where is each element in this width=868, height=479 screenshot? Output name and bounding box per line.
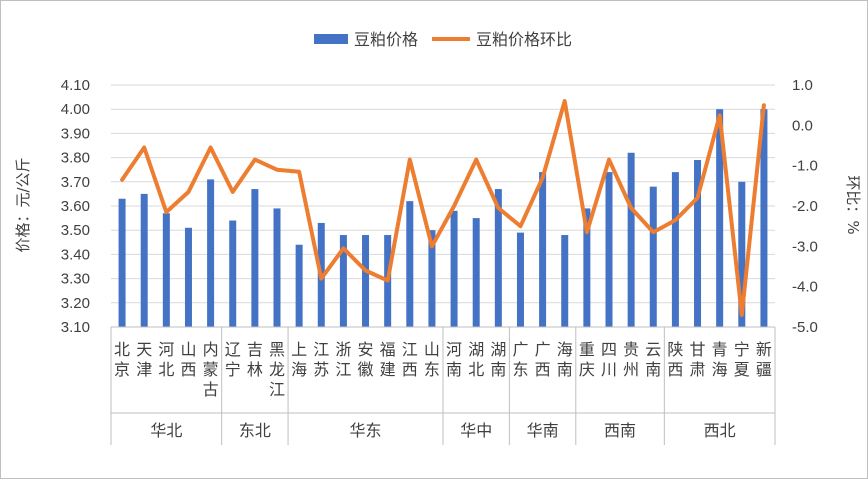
region-label: 东北 [239, 421, 271, 440]
bar-山东 [428, 230, 436, 327]
y-left-tick-label: 3.90 [61, 125, 90, 142]
bar-重庆 [583, 208, 591, 327]
category-label: 四川 [601, 340, 617, 379]
region-label: 华北 [150, 421, 182, 440]
bar-陕西 [671, 172, 679, 327]
bar-宁夏 [738, 181, 746, 327]
bar-安徽 [362, 235, 370, 327]
y-right-axis-title: 环比：% [844, 175, 862, 234]
bar-甘肃 [694, 160, 702, 327]
y-right-tick-label: -2.0 [792, 198, 818, 215]
y-left-tick-label: 3.20 [61, 295, 90, 312]
x-axis: 北京天津河北山西内蒙古辽宁吉林黑龙江上海江苏浙江安徽福建江西山东河南湖北湖南广东… [110, 326, 776, 445]
y-left-tick-label: 3.70 [61, 174, 90, 191]
category-label: 广东 [512, 340, 528, 379]
y-left-tick-label: 4.10 [61, 77, 90, 94]
category-label: 青海 [712, 340, 728, 379]
category-label: 陕西 [667, 340, 683, 379]
category-label: 河北 [158, 340, 174, 379]
bar-青海 [716, 109, 724, 327]
bar-内蒙古 [207, 179, 215, 327]
category-label: 湖北 [468, 340, 484, 379]
category-label: 湖南 [490, 340, 506, 379]
category-label: 山西 [180, 340, 196, 379]
y-left-tick-label: 3.50 [61, 222, 90, 239]
bar-湖北 [472, 218, 480, 327]
y-right-tick-label: 1.0 [792, 77, 813, 94]
bar-江西 [406, 201, 414, 327]
category-label: 黑龙江 [269, 340, 285, 399]
bar-新疆 [760, 109, 768, 327]
region-label: 华东 [350, 421, 382, 440]
legend-line-label: 豆粕价格环比 [476, 30, 572, 49]
bar-吉林 [251, 189, 259, 327]
y-left-tick-label: 3.10 [61, 319, 90, 336]
region-label: 西南 [604, 421, 636, 440]
legend: 豆粕价格 豆粕价格环比 [314, 30, 572, 49]
category-label: 福建 [380, 340, 396, 379]
line-series [120, 99, 766, 317]
y-right-tick-label: 0.0 [792, 117, 813, 134]
y-right-ticks: 1.0 0.0 -1.0 -2.0 -3.0 -4.0 -5.0 [792, 77, 818, 336]
bar-山西 [184, 227, 192, 327]
bar-贵州 [627, 152, 635, 327]
category-label: 内蒙古 [203, 340, 219, 399]
y-right-tick-label: -5.0 [792, 319, 818, 336]
y-left-tick-label: 3.80 [61, 150, 90, 167]
y-left-tick-label: 4.00 [61, 101, 90, 118]
category-label: 江苏 [313, 340, 329, 379]
bar-广西 [539, 172, 547, 327]
category-label: 甘肃 [690, 340, 706, 379]
y-left-axis-title: 价格：元/公斤 [14, 157, 32, 252]
y-left-tick-label: 3.60 [61, 198, 90, 215]
bar-series [118, 109, 768, 327]
y-right-tick-label: -3.0 [792, 238, 818, 255]
y-right-tick-label: -1.0 [792, 158, 818, 175]
category-label: 上海 [291, 340, 307, 379]
bar-北京 [118, 198, 126, 327]
bar-天津 [140, 193, 148, 327]
category-label: 吉林 [247, 340, 263, 379]
bar-湖南 [494, 189, 502, 327]
category-label: 北京 [114, 340, 130, 379]
category-label: 贵州 [623, 340, 639, 379]
bar-河北 [162, 213, 170, 327]
category-label: 宁夏 [734, 340, 750, 379]
category-label: 山东 [424, 340, 440, 379]
bar-上海 [295, 244, 303, 327]
y-left-tick-label: 3.30 [61, 271, 90, 288]
bar-广东 [516, 232, 524, 327]
bar-四川 [605, 172, 613, 327]
category-label: 天津 [136, 340, 152, 379]
category-label: 新疆 [756, 340, 772, 379]
legend-bar-label: 豆粕价格 [354, 30, 418, 49]
bar-辽宁 [229, 220, 237, 327]
category-label: 海南 [557, 340, 573, 379]
bar-黑龙江 [273, 208, 281, 327]
bar-云南 [649, 186, 657, 327]
region-label: 华中 [460, 421, 492, 440]
category-label: 辽宁 [225, 340, 241, 379]
category-label: 云南 [645, 340, 661, 379]
bar-海南 [561, 235, 569, 327]
category-label: 重庆 [579, 340, 595, 379]
bar-河南 [450, 210, 458, 327]
y-left-tick-label: 3.40 [61, 246, 90, 263]
region-label: 华南 [527, 421, 559, 440]
category-label: 广西 [535, 340, 551, 379]
line-series-path [120, 99, 766, 317]
y-left-ticks: 3.10 3.20 3.30 3.40 3.50 3.60 3.70 3.80 3.90 4.00… [61, 77, 90, 336]
bar-浙江 [339, 235, 347, 327]
category-label: 浙江 [335, 340, 351, 379]
y-right-tick-label: -4.0 [792, 279, 818, 296]
category-label: 安徽 [358, 340, 374, 379]
legend-bar-swatch [314, 34, 348, 44]
category-label: 江西 [402, 340, 418, 379]
category-label: 河南 [446, 340, 462, 379]
region-label: 西北 [704, 421, 736, 440]
